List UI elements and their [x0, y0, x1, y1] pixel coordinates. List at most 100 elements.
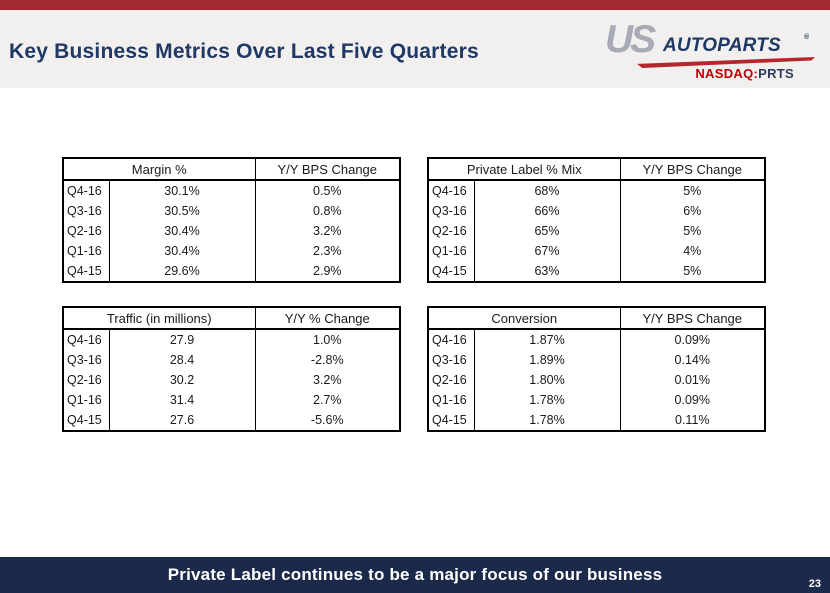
table-header-row: Traffic (in millions) Y/Y % Change	[63, 307, 400, 330]
nasdaq-ticker: NASDAQ:PRTS	[695, 66, 794, 81]
top-accent-bar	[0, 0, 830, 10]
change-value: 3.2%	[313, 373, 342, 387]
quarter-label: Q1-16	[428, 241, 475, 261]
change-value: 0.11%	[675, 413, 710, 427]
quarter-label: Q4-16	[63, 329, 110, 350]
footer-bar: Private Label continues to be a major fo…	[0, 557, 830, 593]
change-value: 0.09%	[674, 393, 710, 407]
change-column-header: Y/Y BPS Change	[620, 158, 766, 181]
usautoparts-logo: US AUTOPARTS ® NASDAQ:PRTS	[605, 20, 820, 88]
metric-column-header: Conversion	[428, 307, 621, 330]
quarter-label: Q4-15	[63, 410, 110, 431]
quarter-label: Q4-15	[428, 261, 475, 282]
quarter-label: Q1-16	[63, 390, 110, 410]
change-value: 0.8%	[313, 204, 342, 218]
change-value: -2.8%	[310, 353, 344, 367]
change-value: 0.14%	[674, 353, 710, 367]
metric-value: 30.1%	[109, 180, 256, 201]
change-value: 0.09%	[674, 333, 710, 347]
quarter-label: Q4-15	[428, 410, 475, 431]
metric-column-header: Margin %	[63, 158, 256, 181]
page-number: 23	[808, 578, 821, 590]
quarter-label: Q4-16	[428, 329, 475, 350]
metrics-table-margin: Margin % Y/Y BPS Change Q4-16 30.1% 0.5%…	[62, 157, 402, 283]
logo-swoosh-icon	[637, 57, 815, 68]
quarter-label: Q3-16	[428, 201, 475, 221]
metric-value: 30.4%	[109, 221, 256, 241]
footer-message: Private Label continues to be a major fo…	[167, 565, 663, 584]
quarter-label: Q3-16	[63, 201, 110, 221]
metric-value: 30.5%	[109, 201, 256, 221]
quarter-label: Q3-16	[63, 350, 110, 370]
quarter-label: Q3-16	[428, 350, 475, 370]
quarter-label: Q2-16	[63, 221, 110, 241]
metric-value: 63%	[474, 261, 621, 282]
table-row: Q4-16 1.87% 0.09%	[428, 329, 765, 350]
change-value: 3.2%	[313, 224, 342, 238]
table-row: Q3-16 1.89% 0.14%	[428, 350, 765, 370]
logo-autoparts-text: AUTOPARTS	[663, 35, 781, 56]
ticker-symbol: PRTS	[758, 66, 794, 81]
quarter-label: Q4-16	[428, 180, 475, 201]
metrics-table-traffic: Traffic (in millions) Y/Y % Change Q4-16…	[62, 306, 401, 432]
page-title: Key Business Metrics Over Last Five Quar…	[9, 40, 479, 63]
table-row: Q3-16 66% 6%	[428, 201, 765, 221]
table-header-row: Private Label % Mix Y/Y BPS Change	[428, 158, 766, 181]
change-value: 0.01%	[674, 373, 710, 387]
table-row: Q4-16 27.9 1.0%	[63, 329, 400, 350]
nasdaq-exchange-label: NASDAQ:	[695, 66, 759, 81]
quarter-label: Q1-16	[63, 241, 110, 261]
change-value: 2.3%	[313, 244, 342, 258]
metric-value: 67%	[474, 241, 621, 261]
table-row: Q3-16 30.5% 0.8%	[63, 201, 400, 221]
header-band: Key Business Metrics Over Last Five Quar…	[0, 10, 830, 88]
table-row: Q4-15 1.78% 0.11%	[428, 410, 765, 431]
metric-value: 1.89%	[474, 350, 621, 370]
metric-value: 31.4	[109, 390, 256, 410]
change-value: 2.7%	[313, 393, 342, 407]
metric-value: 1.87%	[474, 329, 621, 350]
change-value: 4%	[683, 244, 702, 258]
quarter-label: Q2-16	[428, 370, 475, 390]
table-row: Q4-15 63% 5%	[428, 261, 765, 282]
metric-column-header: Traffic (in millions)	[63, 307, 256, 330]
change-column-header: Y/Y BPS Change	[620, 307, 766, 330]
change-value: 0.5%	[313, 184, 342, 198]
change-value: 5%	[683, 224, 702, 238]
metrics-table-conversion: Conversion Y/Y BPS Change Q4-16 1.87% 0.…	[427, 306, 767, 432]
change-column-header: Y/Y BPS Change	[255, 158, 401, 181]
table-row: Q2-16 1.80% 0.01%	[428, 370, 765, 390]
change-value: 5%	[683, 184, 702, 198]
registered-trademark-icon: ®	[804, 34, 810, 41]
quarter-label: Q2-16	[63, 370, 110, 390]
metric-value: 1.78%	[474, 410, 621, 431]
metric-value: 29.6%	[109, 261, 256, 282]
table-row: Q3-16 28.4 -2.8%	[63, 350, 400, 370]
metric-value: 28.4	[109, 350, 256, 370]
change-value: 1.0%	[313, 333, 342, 347]
metrics-table-private-label-mix: Private Label % Mix Y/Y BPS Change Q4-16…	[427, 157, 767, 283]
metric-value: 27.6	[109, 410, 256, 431]
table-row: Q4-15 29.6% 2.9%	[63, 261, 400, 282]
quarter-label: Q2-16	[428, 221, 475, 241]
table-row: Q1-16 30.4% 2.3%	[63, 241, 400, 261]
table-row: Q1-16 31.4 2.7%	[63, 390, 400, 410]
metric-column-header: Private Label % Mix	[428, 158, 621, 181]
metric-value: 66%	[474, 201, 621, 221]
metric-value: 30.4%	[109, 241, 256, 261]
metric-value: 30.2	[109, 370, 256, 390]
metric-value: 1.78%	[474, 390, 621, 410]
logo-us-text: US	[605, 18, 656, 61]
change-value: -5.6%	[310, 413, 344, 427]
metric-value: 1.80%	[474, 370, 621, 390]
change-value: 5%	[683, 264, 702, 278]
change-value: 2.9%	[313, 264, 342, 278]
metric-value: 65%	[474, 221, 621, 241]
table-header-row: Margin % Y/Y BPS Change	[63, 158, 401, 181]
table-row: Q4-16 68% 5%	[428, 180, 765, 201]
metric-value: 27.9	[109, 329, 256, 350]
table-row: Q1-16 1.78% 0.09%	[428, 390, 765, 410]
table-row: Q4-16 30.1% 0.5%	[63, 180, 400, 201]
quarter-label: Q1-16	[428, 390, 475, 410]
